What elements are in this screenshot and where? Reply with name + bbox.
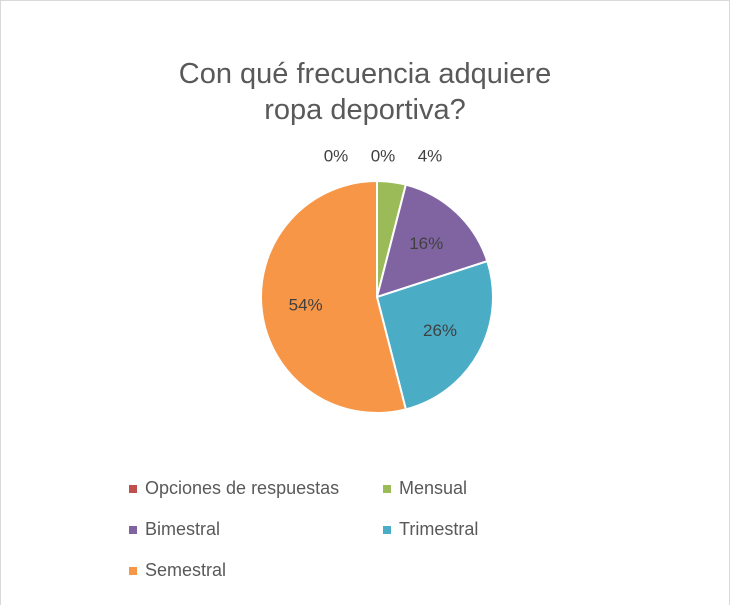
legend-label: Opciones de respuestas [145,478,339,498]
pie-slice [375,183,489,299]
legend-marker [129,526,137,534]
legend-marker [129,567,137,575]
data-label: 16% [409,234,443,253]
chart-title: Con qué frecuencia adquiere ropa deportiv… [179,58,551,126]
pie-slice [260,179,408,414]
data-label: 54% [289,295,323,314]
legend-marker [383,526,391,534]
legend-label: Mensual [399,478,467,498]
legend-marker [129,485,137,493]
data-label: 26% [423,321,457,340]
data-label: 0% [324,146,349,165]
legend-label: Bimestral [145,519,220,539]
data-label: 4% [418,146,443,165]
pie-slice [375,259,494,411]
data-label: 0% [371,146,396,165]
legend-label: Semestral [145,560,226,580]
legend-marker [383,485,391,493]
legend-label: Trimestral [399,519,478,539]
